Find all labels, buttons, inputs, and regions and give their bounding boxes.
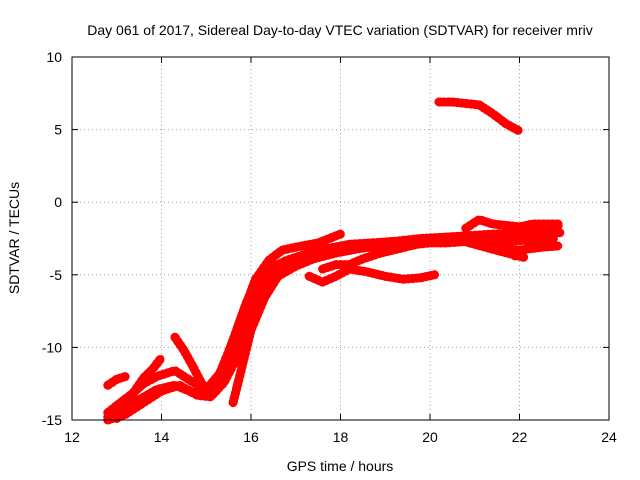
x-tick-label: 24 — [601, 429, 617, 445]
y-tick-label: -10 — [42, 339, 62, 355]
tick-labels: 12 14 16 18 20 22 24 -15 -10 -5 0 5 10 — [42, 49, 617, 445]
series-markers-arc-8 — [304, 264, 439, 287]
x-tick-label: 18 — [333, 429, 349, 445]
axis-ticks — [71, 56, 610, 421]
data-series — [103, 97, 565, 425]
series-markers-arc-5 — [228, 228, 565, 408]
y-tick-label: 5 — [54, 122, 62, 138]
y-axis-label: SDTVAR / TECUs — [6, 182, 22, 294]
y-tick-label: -5 — [50, 267, 63, 283]
y-tick-label: 10 — [46, 49, 62, 65]
series-markers-arc-9 — [318, 236, 565, 274]
y-tick-label: 0 — [54, 194, 62, 210]
series-markers-arc-11 — [510, 226, 556, 261]
x-tick-label: 16 — [243, 429, 259, 445]
x-tick-label: 12 — [64, 429, 80, 445]
series-markers-arc-7 — [103, 371, 131, 390]
series-markers-arc-10 — [461, 215, 565, 233]
y-tick-label: -15 — [42, 412, 62, 428]
chart-title: Day 061 of 2017, Sidereal Day-to-day VTE… — [87, 22, 592, 38]
x-tick-label: 22 — [512, 429, 528, 445]
series-markers-arc-12 — [434, 97, 524, 136]
series-markers-arc-6 — [112, 353, 166, 423]
x-axis-label: GPS time / hours — [287, 458, 394, 474]
x-tick-label: 20 — [422, 429, 438, 445]
x-tick-label: 14 — [154, 429, 170, 445]
